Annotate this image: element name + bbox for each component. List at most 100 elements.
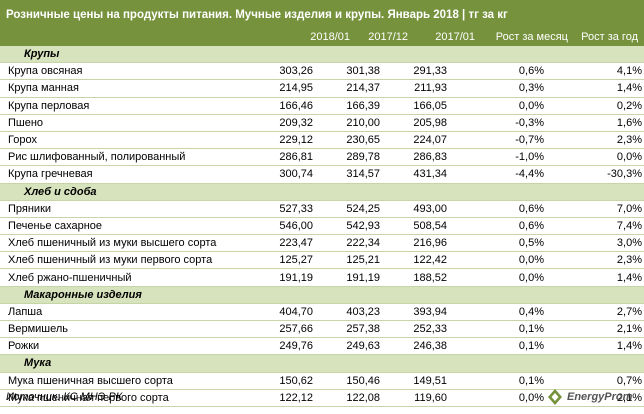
product-name-cell: Хлеб пшеничный из муки первого сорта: [0, 251, 248, 270]
energyprom-logo-icon: [548, 389, 562, 405]
value-cell: 0,6%: [449, 62, 546, 81]
value-cell: 122,08: [315, 389, 382, 407]
value-cell: 403,23: [315, 303, 382, 322]
table-row: Крупа перловая 166,46 166,39 166,05 0,0% 0,2%: [0, 97, 644, 115]
value-cell: 546,00: [248, 217, 315, 236]
product-name-cell: Рис шлифованный, полированный: [0, 148, 248, 167]
value-cell: 0,2%: [546, 97, 644, 115]
value-cell: 211,93: [382, 79, 449, 98]
section-row: Хлеб и сдоба: [0, 183, 644, 201]
value-cell: 2,7%: [546, 303, 644, 322]
value-cell: 508,54: [382, 217, 449, 236]
value-cell: 0,0%: [449, 268, 546, 287]
section-row: Макаронные изделия: [0, 286, 644, 304]
value-cell: 150,62: [248, 372, 315, 390]
value-cell: 252,33: [382, 320, 449, 339]
value-cell: 0,4%: [449, 303, 546, 322]
value-cell: 122,42: [382, 251, 449, 270]
value-cell: 191,19: [315, 268, 382, 287]
value-cell: -30,3%: [546, 165, 644, 184]
value-cell: -0,7%: [449, 131, 546, 150]
value-cell: 0,6%: [449, 217, 546, 236]
value-cell: 216,96: [382, 234, 449, 253]
product-name-cell: Вермишель: [0, 320, 248, 339]
value-cell: 7,4%: [546, 217, 644, 236]
value-cell: 166,05: [382, 97, 449, 115]
section-title: Макаронные изделия: [0, 286, 644, 304]
table-row: Хлеб пшеничный из муки высшего сорта 223,…: [0, 234, 644, 253]
table-row: Горох 229,12 230,65 224,07 -0,7% 2,3%: [0, 131, 644, 150]
column-header-year-growth: Рост за год: [581, 31, 638, 43]
value-cell: 0,0%: [546, 148, 644, 167]
section-title: Крупы: [0, 46, 644, 64]
value-cell: 1,4%: [546, 268, 644, 287]
product-name-cell: Печенье сахарное: [0, 217, 248, 236]
value-cell: 210,00: [315, 114, 382, 132]
value-cell: 301,38: [315, 62, 382, 81]
product-name-cell: Крупа гречневая: [0, 165, 248, 184]
value-cell: 0,6%: [449, 200, 546, 218]
table-row: Рожки 249,76 249,63 246,38 0,1% 1,4%: [0, 337, 644, 356]
column-header-2017-01: 2017/01: [435, 31, 475, 43]
value-cell: 3,0%: [546, 234, 644, 253]
product-name-cell: Хлеб ржано-пшеничный: [0, 268, 248, 287]
product-name-cell: Крупа перловая: [0, 97, 248, 115]
section-title: Мука: [0, 354, 644, 373]
value-cell: 0,7%: [546, 372, 644, 390]
value-cell: 314,57: [315, 165, 382, 184]
value-cell: 1,6%: [546, 114, 644, 132]
product-name-cell: Пряники: [0, 200, 248, 218]
value-cell: 229,12: [248, 131, 315, 150]
energyprom-logo: EnergyProm: [546, 386, 640, 408]
value-cell: 188,52: [382, 268, 449, 287]
value-cell: 214,95: [248, 79, 315, 98]
source-note: Источник: КС МНЭ РК: [6, 391, 123, 403]
table-title: Розничные цены на продукты питания. Мучн…: [0, 0, 644, 30]
value-cell: 0,0%: [449, 97, 546, 115]
value-cell: 404,70: [248, 303, 315, 322]
value-cell: 7,0%: [546, 200, 644, 218]
value-cell: 303,26: [248, 62, 315, 81]
product-name-cell: Мука пшеничная высшего сорта: [0, 372, 248, 390]
value-cell: 2,1%: [546, 389, 644, 407]
value-cell: 0,0%: [449, 389, 546, 407]
value-cell: 214,37: [315, 79, 382, 98]
value-cell: 0,3%: [449, 79, 546, 98]
section-row: Крупы: [0, 46, 644, 64]
value-cell: -1,0%: [449, 148, 546, 167]
product-name-cell: Рожки: [0, 337, 248, 356]
price-table-body: Крупы Крупа овсяная 303,26 301,38 291,33 0,6%…: [0, 46, 644, 407]
value-cell: 393,94: [382, 303, 449, 322]
table-row: Мука пшеничная высшего сорта 150,62 150,46…: [0, 372, 644, 390]
value-cell: 149,51: [382, 372, 449, 390]
value-cell: 125,27: [248, 251, 315, 270]
table-row: Рис шлифованный, полированный 286,81 289,7…: [0, 148, 644, 167]
product-name-cell: Крупа манная: [0, 79, 248, 98]
value-cell: 286,81: [248, 148, 315, 167]
value-cell: 300,74: [248, 165, 315, 184]
value-cell: 1,4%: [546, 337, 644, 356]
value-cell: 4,1%: [546, 62, 644, 81]
value-cell: 125,21: [315, 251, 382, 270]
value-cell: 2,3%: [546, 131, 644, 150]
value-cell: 0,5%: [449, 234, 546, 253]
table-row: Крупа гречневая 300,74 314,57 431,34 -4,4% -3…: [0, 165, 644, 184]
value-cell: 191,19: [248, 268, 315, 287]
section-title: Хлеб и сдоба: [0, 183, 644, 201]
value-cell: 222,34: [315, 234, 382, 253]
value-cell: 1,4%: [546, 79, 644, 98]
table-row: Печенье сахарное 546,00 542,93 508,54 0,6% 7,…: [0, 217, 644, 236]
product-name-cell: Хлеб пшеничный из муки высшего сорта: [0, 234, 248, 253]
value-cell: 257,38: [315, 320, 382, 339]
table-row: Лапша 404,70 403,23 393,94 0,4% 2,7%: [0, 303, 644, 322]
value-cell: -4,4%: [449, 165, 546, 184]
product-name-cell: Лапша: [0, 303, 248, 322]
product-name-cell: Пшено: [0, 114, 248, 132]
table-row: Крупа овсяная 303,26 301,38 291,33 0,6% 4,1%: [0, 62, 644, 81]
value-cell: 230,65: [315, 131, 382, 150]
value-cell: 122,12: [248, 389, 315, 407]
table-row: Пшено 209,32 210,00 205,98 -0,3% 1,6%: [0, 114, 644, 132]
column-header-month-growth: Рост за месяц: [495, 31, 568, 43]
value-cell: 249,63: [315, 337, 382, 356]
